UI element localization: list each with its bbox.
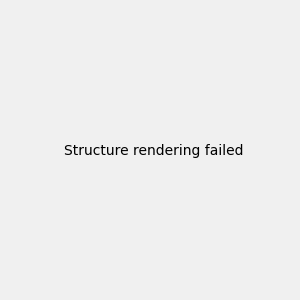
Text: Structure rendering failed: Structure rendering failed — [64, 145, 244, 158]
